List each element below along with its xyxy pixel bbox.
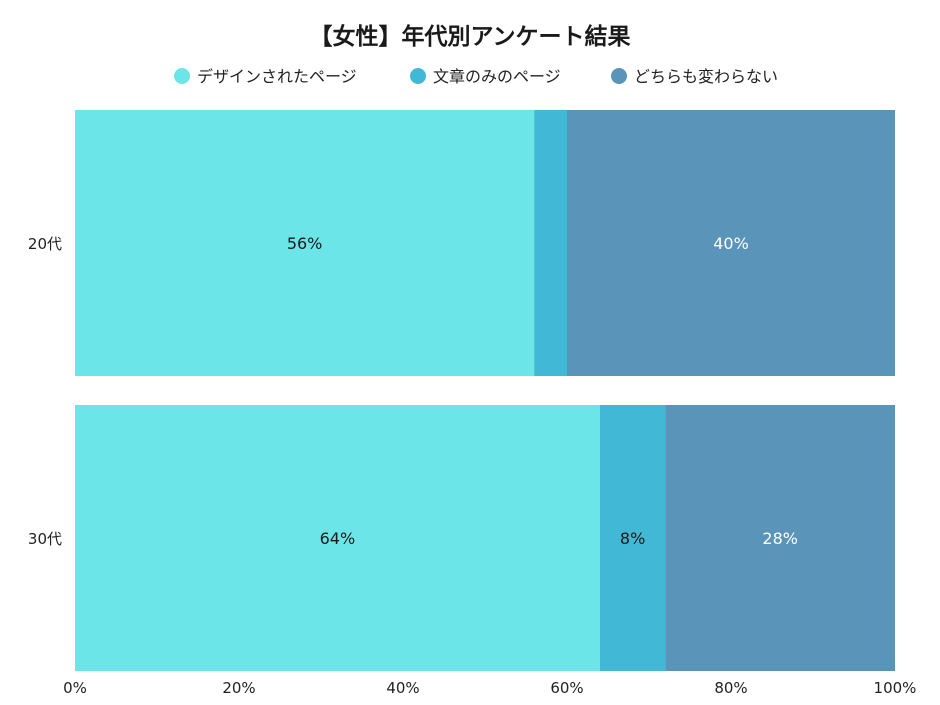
chart-legend: デザインされたページ 文章のみのページ どちらも変わらない	[174, 67, 778, 86]
data-label: 28%	[762, 529, 798, 548]
bar-segment	[567, 110, 895, 376]
x-tick-label: 60%	[550, 679, 583, 697]
legend-label: どちらも変わらない	[634, 67, 778, 86]
bar-segment	[75, 405, 600, 671]
chart-title: 【女性】年代別アンケート結果	[309, 23, 630, 50]
category-labels-group: 20代 30代	[28, 235, 62, 548]
x-tick-label: 40%	[386, 679, 419, 697]
x-tick-label: 0%	[63, 679, 87, 697]
x-tick-label: 100%	[874, 679, 917, 697]
data-label: 56%	[287, 234, 323, 253]
bar-segment	[534, 110, 567, 376]
x-tick-label: 80%	[714, 679, 747, 697]
legend-marker	[611, 68, 627, 84]
bar-segment	[665, 405, 895, 671]
legend-marker	[410, 68, 426, 84]
data-label: 64%	[320, 529, 356, 548]
bar-segment	[75, 110, 535, 376]
data-labels-group: 56% 40% 64% 8% 28%	[287, 234, 798, 548]
category-label: 20代	[28, 235, 62, 253]
legend-label: デザインされたページ	[197, 67, 357, 86]
category-label: 30代	[28, 530, 62, 548]
data-label: 8%	[620, 529, 645, 548]
bar-segment	[599, 405, 666, 671]
legend-marker	[174, 68, 190, 84]
x-tick-label: 20%	[222, 679, 255, 697]
bars-group	[75, 110, 895, 671]
legend-label: 文章のみのページ	[433, 67, 561, 86]
data-label: 40%	[713, 234, 749, 253]
x-axis: 0% 20% 40% 60% 80% 100%	[63, 679, 916, 697]
